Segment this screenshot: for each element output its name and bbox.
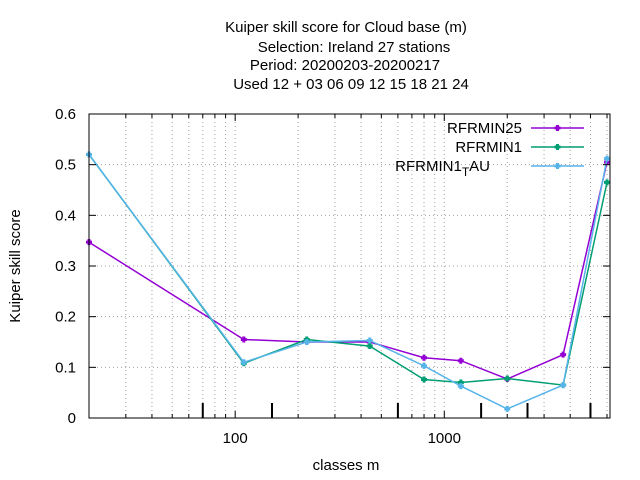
data-point [457, 383, 464, 390]
legend-keys [531, 125, 584, 169]
legend-label-rfrmin25: RFRMIN25 [447, 120, 522, 137]
data-point [240, 336, 247, 343]
y-tick-labels: 0 0.1 0.2 0.3 0.4 0.5 0.6 [55, 106, 76, 427]
title-line-3: Period: 20200203-20200217 [250, 57, 440, 74]
axis-ticks [89, 113, 610, 419]
x-axis-label: classes m [313, 457, 380, 474]
data-point [560, 351, 567, 358]
title-line-1: Kuiper skill score for Cloud base (m) [225, 19, 467, 36]
data-point [504, 405, 511, 412]
data-point [366, 343, 373, 350]
title-line-2: Selection: Ireland 27 stations [258, 39, 451, 56]
series-rfrmin25 [86, 159, 611, 382]
series-rfrmin1_tau [86, 151, 611, 412]
series-line [88, 154, 608, 410]
data-point [240, 359, 247, 366]
x-tick-labels: 100 1000 [223, 430, 461, 447]
y-tick-label: 0.3 [55, 258, 76, 275]
chart-title: Kuiper skill score for Cloud base (m) Se… [225, 19, 469, 93]
data-point [421, 376, 428, 383]
data-point [421, 362, 428, 369]
series-line [88, 154, 608, 386]
title-line-4: Used 12 + 03 06 09 12 15 18 21 24 [233, 76, 469, 93]
data-point [366, 337, 373, 344]
legend-label-rfrmin1-tau-sub: T [462, 165, 470, 179]
y-tick-label: 0.1 [55, 359, 76, 376]
grid [89, 114, 610, 418]
y-tick-label: 0.2 [55, 309, 76, 326]
legend: RFRMIN25 RFRMIN1 RFRMIN1TAU [395, 120, 584, 179]
y-tick-label: 0.6 [55, 106, 76, 123]
series-line [88, 161, 608, 380]
legend-key-marker [554, 125, 561, 131]
data-point [457, 357, 464, 364]
data-point [560, 382, 567, 389]
x-tick-label: 100 [223, 430, 248, 447]
series [86, 151, 611, 412]
y-tick-label: 0.4 [55, 207, 76, 224]
legend-label-rfrmin1-tau-base: RFRMIN1 [395, 158, 462, 175]
legend-label-rfrmin1-tau: RFRMIN1TAU [395, 158, 490, 179]
data-point [504, 375, 511, 382]
y-tick-label: 0 [68, 410, 76, 427]
legend-label-rfrmin1-tau-suffix: AU [469, 158, 490, 175]
x-tick-label: 1000 [428, 430, 461, 447]
legend-key-marker [554, 144, 561, 150]
y-tick-label: 0.5 [55, 157, 76, 174]
series-rfrmin1 [86, 151, 611, 389]
legend-key-marker [554, 163, 561, 169]
y-axis-label: Kuiper skill score [7, 209, 24, 322]
data-point [604, 155, 611, 162]
data-point [303, 339, 310, 345]
data-point [421, 354, 428, 361]
observation-ticks [201, 403, 592, 418]
legend-label-rfrmin1: RFRMIN1 [455, 139, 522, 156]
data-point [604, 179, 611, 186]
